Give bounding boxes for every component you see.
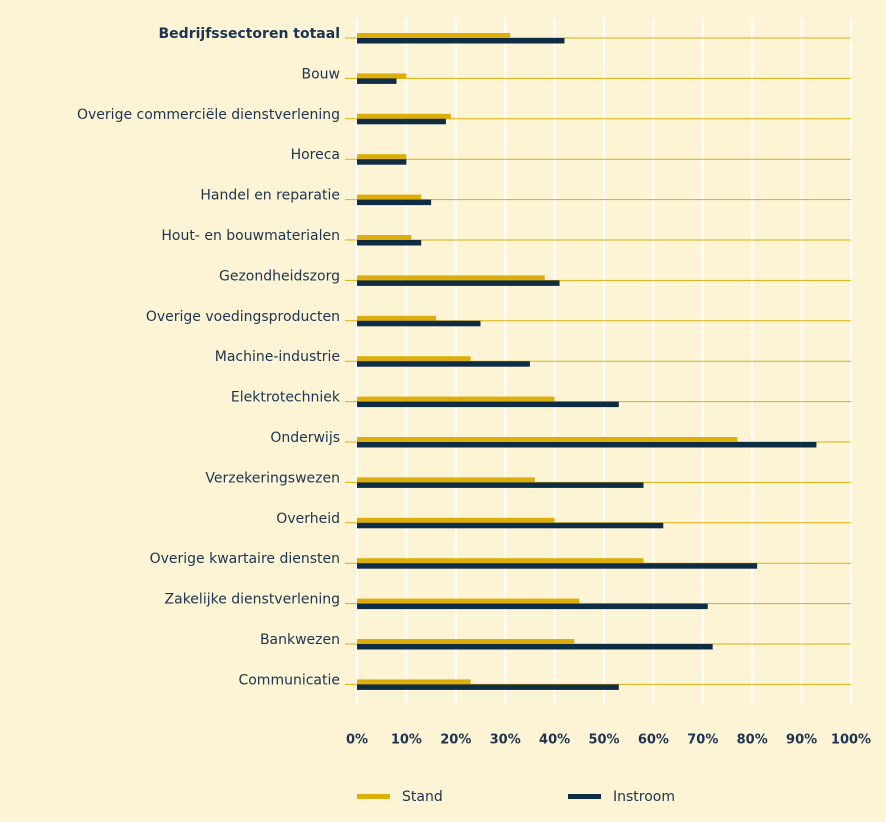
bar	[357, 482, 644, 488]
legend-swatch	[568, 794, 601, 799]
x-tick-label: 70%	[687, 733, 718, 748]
bar	[357, 275, 545, 281]
bar	[357, 280, 560, 286]
bar	[357, 477, 535, 483]
bar	[357, 679, 471, 685]
y-tick-label: Bankwezen	[260, 632, 340, 648]
bar	[357, 113, 451, 120]
bar	[357, 437, 738, 443]
y-tick-label: Bedrijfssectoren totaal	[159, 26, 341, 42]
bar	[357, 154, 407, 160]
bar	[357, 315, 437, 322]
y-tick-label: Overige kwartaire diensten	[150, 551, 340, 567]
y-tick-label: Verzekeringswezen	[205, 470, 340, 486]
x-tick-label: 0%	[346, 733, 368, 748]
y-tick-label: Communicatie	[238, 672, 340, 688]
x-tick-label: 20%	[440, 733, 471, 748]
bar	[357, 118, 446, 125]
x-tick-label: 80%	[737, 733, 768, 748]
bar	[357, 522, 664, 529]
y-tick-label: Bouw	[302, 66, 341, 82]
y-tick-label: Overige commerciële dienstverlening	[77, 107, 340, 123]
bar	[357, 194, 422, 201]
bar	[357, 240, 422, 246]
bar	[357, 33, 511, 39]
y-tick-label: Machine-industrie	[215, 349, 340, 365]
bar	[357, 598, 580, 605]
x-tick-label: 10%	[391, 733, 422, 748]
x-tick-label: 40%	[539, 733, 570, 748]
y-tick-label: Gezondheidszorg	[219, 268, 340, 284]
y-tick-label: Onderwijs	[270, 430, 340, 446]
bar	[357, 401, 619, 408]
bar	[357, 361, 530, 367]
y-tick-label: Zakelijke dienstverlening	[165, 592, 340, 608]
bar	[357, 73, 407, 79]
bar	[357, 603, 708, 610]
y-tick-label: Hout- en bouwmaterialen	[161, 228, 340, 244]
bar	[357, 38, 565, 44]
bar	[357, 639, 575, 645]
bar	[357, 320, 481, 327]
bar	[357, 684, 619, 690]
x-tick-label: 60%	[638, 733, 669, 748]
bar	[357, 563, 758, 569]
legend-swatch	[357, 794, 390, 799]
bar	[357, 644, 713, 650]
bar	[357, 159, 407, 165]
x-tick-label: 50%	[588, 733, 619, 748]
y-tick-label: Elektrotechniek	[231, 390, 341, 406]
x-tick-label: 100%	[831, 733, 871, 748]
bar	[357, 517, 555, 524]
y-tick-label: Horeca	[291, 147, 340, 163]
bar	[357, 78, 397, 84]
y-tick-label: Overige voedingsproducten	[146, 309, 340, 325]
x-tick-label: 90%	[786, 733, 817, 748]
bar	[357, 442, 817, 448]
bar	[357, 356, 471, 362]
y-tick-label: Overheid	[276, 511, 340, 527]
bar	[357, 199, 432, 206]
y-tick-label: Handel en reparatie	[200, 188, 340, 204]
x-tick-label: 30%	[490, 733, 521, 748]
bar	[357, 396, 555, 403]
legend-label: Stand	[402, 789, 443, 805]
bar	[357, 235, 412, 241]
bar	[357, 558, 644, 564]
legend-label: Instroom	[613, 789, 675, 805]
